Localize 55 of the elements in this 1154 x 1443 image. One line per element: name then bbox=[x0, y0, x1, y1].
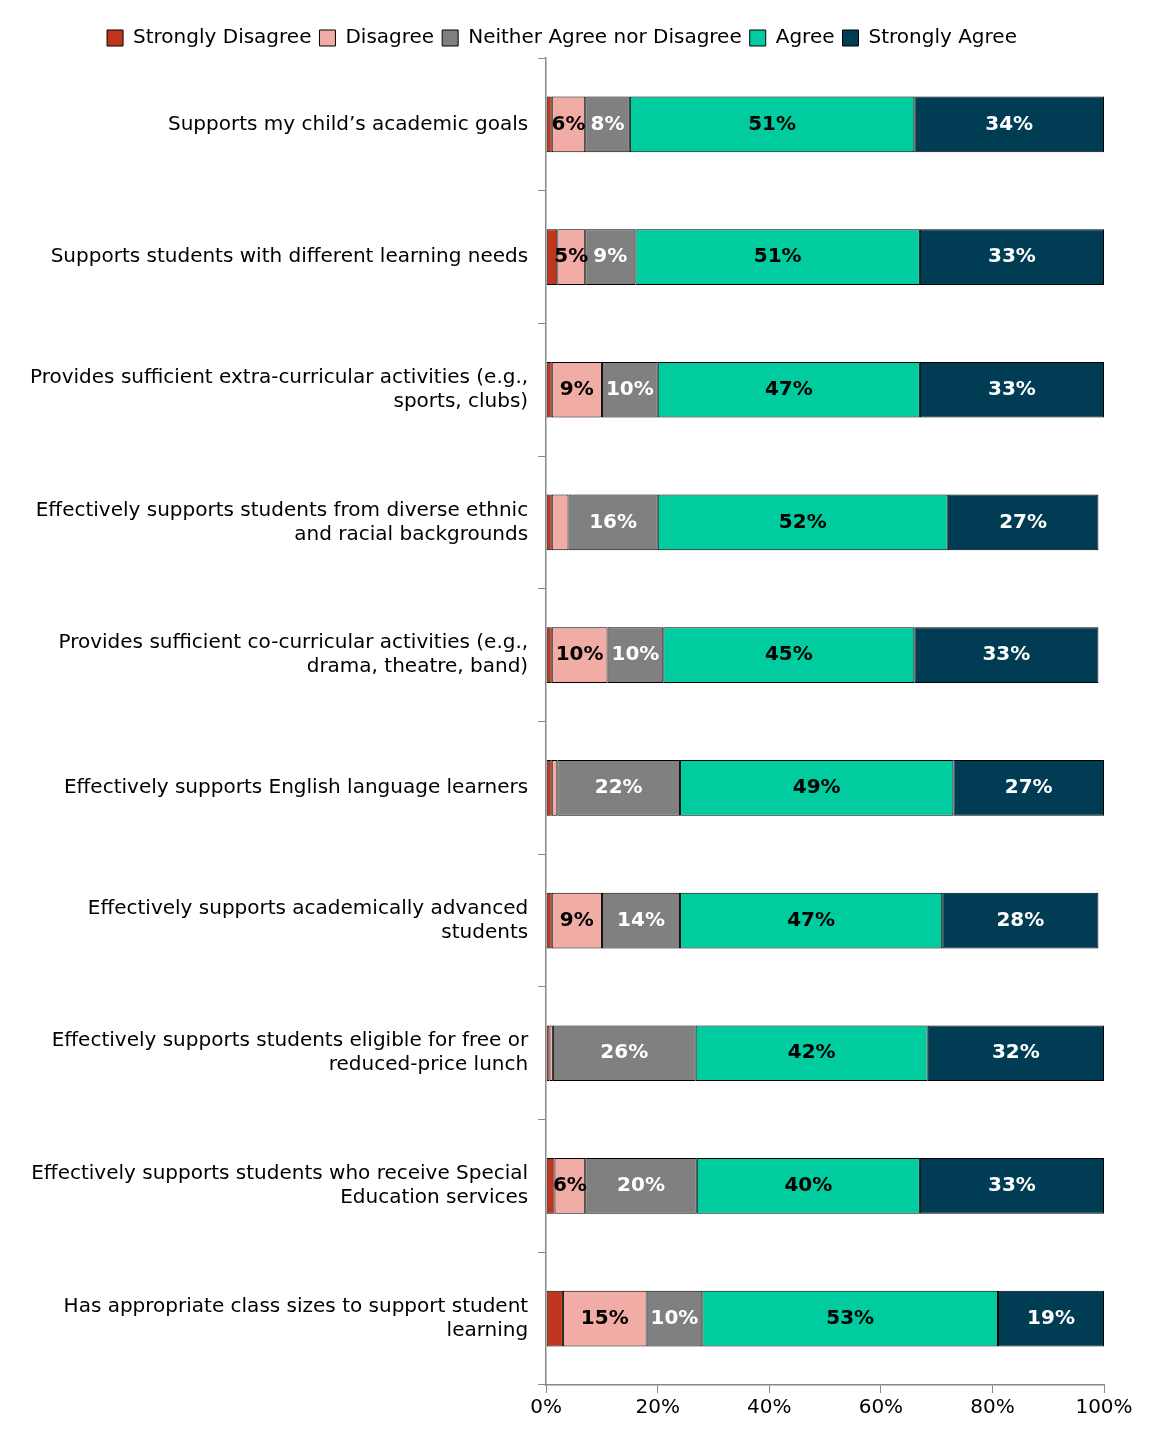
data-label: 26% bbox=[600, 1039, 649, 1064]
data-label: 33% bbox=[988, 375, 1036, 400]
data-label: 51% bbox=[748, 110, 797, 135]
y-tick-label: Effectively supports students eligible for free or reduced-price lunch bbox=[51, 1027, 529, 1076]
data-label: 9% bbox=[559, 906, 594, 931]
data-label: 9% bbox=[593, 243, 628, 268]
data-label: 14% bbox=[617, 906, 665, 931]
data-label: 33% bbox=[982, 641, 1031, 666]
y-tick-label: Effectively supports students from diverse ethnic and racial backgrounds bbox=[35, 496, 529, 545]
x-tick-label: 0% bbox=[530, 1394, 563, 1419]
legend-label: Strongly Agree bbox=[868, 24, 1017, 49]
data-label: 27% bbox=[1004, 774, 1053, 799]
data-label: 27% bbox=[999, 508, 1048, 533]
data-label: 33% bbox=[988, 1172, 1036, 1197]
data-label: 15% bbox=[580, 1304, 629, 1329]
y-tick-label: Supports my child’s academic goals bbox=[167, 110, 529, 135]
x-tick-label: 80% bbox=[970, 1394, 1015, 1419]
y-tick-label: Effectively supports students who receive Special Education services bbox=[31, 1160, 529, 1209]
data-label: 19% bbox=[1027, 1304, 1075, 1329]
legend-label: Strongly Disagree bbox=[133, 24, 312, 49]
x-tick-label: 20% bbox=[635, 1394, 680, 1419]
y-tick-label: Effectively supports English language learners bbox=[63, 774, 529, 799]
data-label: 47% bbox=[787, 906, 836, 931]
data-label: 45% bbox=[764, 641, 813, 666]
y-tick-label: Has appropriate class sizes to support student learning bbox=[63, 1292, 529, 1341]
y-tick-label: Supports students with different learning needs bbox=[50, 243, 529, 268]
x-tick-label: 60% bbox=[858, 1394, 904, 1419]
data-label: 34% bbox=[985, 110, 1034, 135]
data-label: 40% bbox=[784, 1172, 833, 1197]
data-label: 10% bbox=[611, 641, 660, 666]
data-label: 32% bbox=[991, 1039, 1040, 1064]
data-label: 53% bbox=[826, 1304, 875, 1329]
data-label: 10% bbox=[605, 375, 654, 400]
data-label: 42% bbox=[787, 1039, 836, 1064]
data-label: 49% bbox=[792, 774, 841, 799]
data-label: 20% bbox=[617, 1172, 665, 1197]
legend-label: Neither Agree nor Disagree bbox=[468, 24, 742, 49]
data-label: 51% bbox=[753, 243, 802, 268]
x-tick-label: 40% bbox=[747, 1394, 792, 1419]
data-label: 28% bbox=[996, 906, 1045, 931]
x-tick-label: 100% bbox=[1075, 1394, 1133, 1419]
data-label: 16% bbox=[589, 508, 638, 533]
legend-label: Disagree bbox=[345, 24, 435, 49]
data-label: 47% bbox=[764, 375, 813, 400]
data-label: 9% bbox=[559, 375, 594, 400]
legend-label: Agree bbox=[775, 24, 835, 49]
data-label: 22% bbox=[594, 774, 643, 799]
data-label: 8% bbox=[590, 110, 625, 135]
y-tick-label: Provides sufficient co-curricular activities (e.g., drama, theatre, band) bbox=[58, 629, 529, 678]
data-label: 10% bbox=[650, 1304, 699, 1329]
y-tick-label: Effectively supports academically advanced students bbox=[87, 894, 529, 943]
data-label: 52% bbox=[778, 508, 827, 533]
y-tick-label: Provides sufficient extra-curricular activities (e.g., sports, clubs) bbox=[29, 363, 529, 412]
data-label: 33% bbox=[988, 243, 1036, 268]
data-label: 10% bbox=[555, 641, 604, 666]
